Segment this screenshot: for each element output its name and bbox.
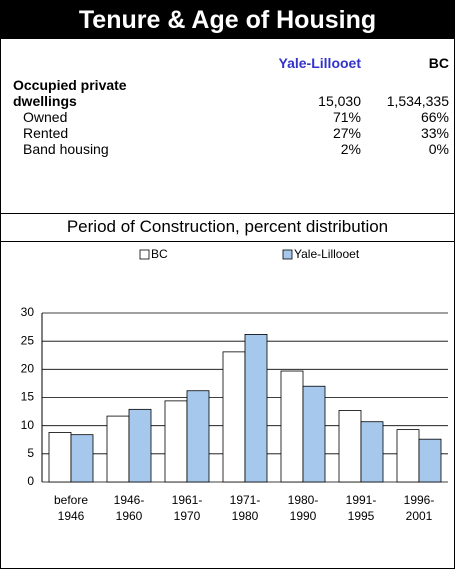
bar [418,438,442,483]
x-tick-label: 1996-2001 [403,493,435,523]
x-tick-label: 1971-1980 [229,493,261,523]
cell: 27% [332,125,361,141]
cell: 15,030 [318,93,361,109]
y-tick-label: 20 [21,362,35,376]
y-tick-label: 30 [21,305,35,319]
cell: 66% [420,109,449,125]
bar [244,334,268,483]
column-header: BC [428,55,449,71]
row-label: Owned [23,109,68,125]
row-label: Rented [23,125,69,141]
tenure-table: Yale-Lillooet BC Occupied private dwelli… [13,55,449,157]
separator [1,241,454,242]
cell: 33% [420,125,449,141]
legend-label: BC [151,247,168,261]
header-title: Tenure & Age of Housing [1,1,454,39]
row-label: Band housing [23,141,109,157]
bar [338,410,362,483]
legend-label: Yale-Lillooet [294,247,360,261]
bar [164,400,188,483]
x-tick-label: 1946-1960 [113,493,145,523]
y-tick-label: 5 [27,446,34,460]
legend-swatch [282,249,293,260]
y-tick-label: 15 [21,390,35,404]
y-tick-label: 25 [21,333,35,347]
x-tick-label: 1991-1995 [345,493,377,523]
separator [1,213,454,214]
bar [222,351,246,483]
x-tick-label: 1961-1970 [171,493,203,523]
row-label: Occupied private dwellings [13,77,127,109]
x-tick-label: 1980-1990 [287,493,319,523]
cell: 0% [428,141,449,157]
bar [186,390,210,483]
column-header: Yale-Lillooet [278,55,361,71]
y-tick-label: 10 [21,418,35,432]
bar [48,432,72,483]
y-tick-label: 0 [27,474,34,488]
chart-title: Period of Construction, percent distribu… [66,217,389,236]
cell: 71% [332,109,361,125]
bar [302,385,326,483]
legend-swatch [139,249,150,260]
bar [128,408,152,483]
cell: 2% [340,141,361,157]
bar [280,370,304,483]
bar [360,421,384,483]
bar [70,434,94,483]
x-tick-label: before 1946 [53,493,89,523]
bar [106,415,130,483]
cell: 1,534,335 [386,93,449,109]
bar [396,429,420,483]
